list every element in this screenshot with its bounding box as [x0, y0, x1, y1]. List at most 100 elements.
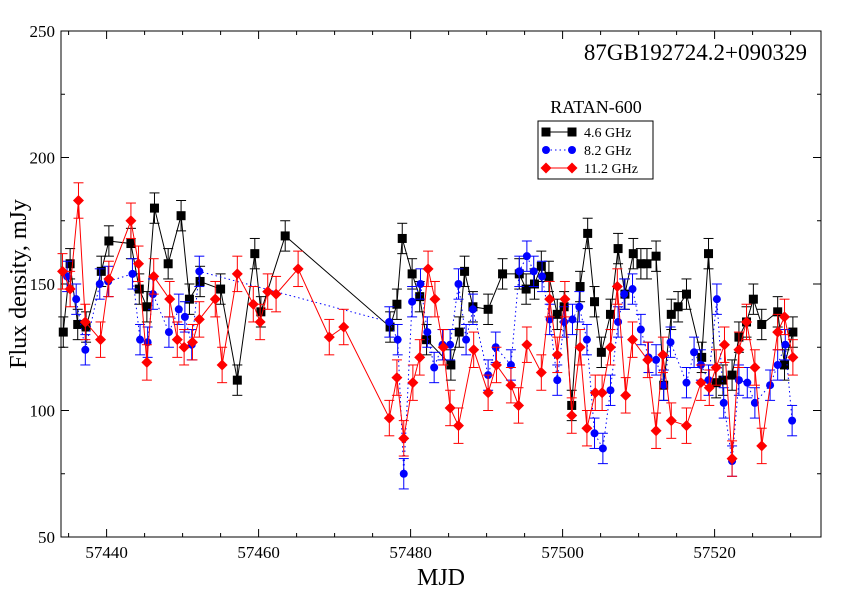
data-point — [57, 265, 69, 277]
data-point — [590, 429, 599, 438]
data-point — [574, 341, 586, 353]
data-point — [437, 341, 449, 353]
data-point — [270, 288, 282, 300]
y-tick-label: 250 — [30, 22, 56, 41]
data-point — [566, 410, 578, 422]
data-point — [690, 348, 699, 357]
data-point — [553, 376, 562, 385]
data-point — [704, 249, 714, 259]
y-tick-label: 100 — [30, 402, 56, 421]
data-point — [651, 251, 661, 261]
data-point — [72, 195, 84, 207]
x-tick-label: 57480 — [389, 543, 432, 562]
data-point — [628, 285, 637, 294]
data-point — [590, 297, 600, 307]
data-point — [490, 359, 502, 371]
data-point — [482, 387, 494, 399]
data-point — [149, 203, 159, 213]
legend-marker — [567, 127, 577, 137]
data-point — [642, 354, 654, 366]
data-point — [780, 360, 790, 370]
data-point — [163, 259, 173, 269]
data-point — [414, 351, 426, 363]
data-point — [178, 341, 190, 353]
series-2 — [62, 240, 798, 490]
data-series — [57, 182, 799, 490]
data-point — [385, 317, 394, 326]
data-point — [256, 307, 266, 317]
data-point — [468, 305, 477, 314]
data-point — [611, 281, 623, 293]
data-point — [280, 231, 290, 241]
axis-ticks: 57440 57460 57480 57500 57520 50 100 150 200 250 — [30, 22, 821, 562]
data-point — [95, 334, 107, 346]
data-point — [338, 321, 350, 333]
data-point — [613, 244, 623, 254]
data-point — [757, 319, 767, 329]
data-point — [323, 331, 335, 343]
data-point — [262, 286, 274, 298]
data-point — [749, 361, 761, 373]
data-point — [779, 311, 791, 323]
data-point — [391, 372, 403, 384]
data-point — [399, 469, 408, 478]
data-point — [710, 361, 722, 373]
data-point — [148, 270, 160, 282]
data-point — [247, 298, 259, 310]
legend-marker — [568, 146, 576, 154]
data-point — [96, 266, 106, 276]
data-point — [498, 269, 508, 279]
data-point — [216, 284, 226, 294]
data-point — [407, 269, 417, 279]
data-point — [393, 335, 402, 344]
data-point — [250, 249, 260, 259]
data-point — [176, 211, 186, 221]
data-point — [416, 280, 425, 288]
data-point — [134, 284, 144, 294]
y-tick-label: 50 — [38, 528, 55, 547]
data-point — [529, 279, 539, 289]
data-point — [544, 293, 556, 305]
data-point — [726, 453, 738, 465]
data-point — [650, 425, 662, 437]
data-point — [788, 327, 798, 337]
y-axis-title: Flux density, mJy — [6, 199, 32, 369]
data-point — [254, 316, 266, 328]
data-point — [521, 284, 531, 294]
data-point — [125, 215, 137, 227]
data-point — [515, 267, 524, 276]
data-point — [704, 376, 713, 385]
data-point — [454, 280, 463, 288]
data-point — [750, 398, 759, 407]
data-point — [538, 272, 547, 281]
data-point — [128, 269, 137, 278]
data-point — [673, 302, 683, 312]
data-point — [171, 334, 183, 346]
series-line — [66, 255, 793, 474]
data-point — [697, 352, 707, 362]
legend-label: 11.2 GHz — [584, 162, 638, 177]
x-tick-label: 57500 — [541, 543, 584, 562]
data-point — [596, 347, 606, 357]
data-point — [529, 267, 538, 276]
data-point — [231, 268, 243, 280]
data-point — [446, 360, 456, 370]
data-point — [718, 339, 730, 351]
data-point — [552, 309, 562, 319]
data-point — [164, 293, 176, 305]
data-point — [184, 294, 194, 304]
data-point — [392, 299, 402, 309]
data-point — [718, 375, 728, 385]
data-point — [468, 344, 480, 356]
data-point — [628, 249, 638, 259]
data-point — [408, 297, 417, 306]
legend-marker — [542, 146, 550, 154]
data-point — [195, 267, 204, 276]
legend-label: 8.2 GHz — [584, 144, 631, 159]
data-point — [126, 239, 136, 249]
data-point — [385, 322, 395, 332]
data-point — [505, 379, 517, 391]
data-point — [133, 258, 145, 270]
data-point — [627, 334, 639, 346]
data-point — [665, 415, 677, 427]
